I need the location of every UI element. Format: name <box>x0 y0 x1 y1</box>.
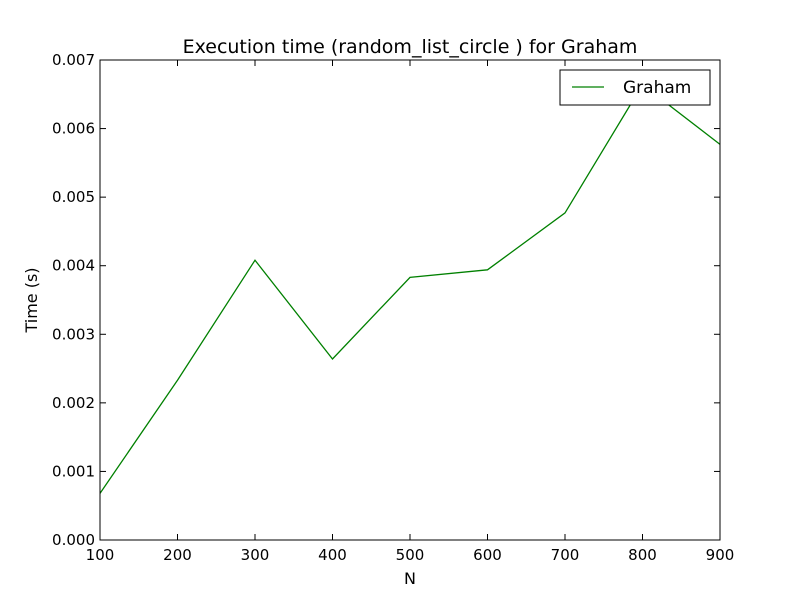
x-tick-label: 300 <box>241 546 270 564</box>
x-tick-label: 500 <box>396 546 425 564</box>
y-tick-label: 0.005 <box>52 188 95 206</box>
y-axis-label: Time (s) <box>22 267 41 333</box>
legend: Graham <box>559 69 711 106</box>
series-line-graham <box>99 83 721 494</box>
plot-frame <box>99 59 721 541</box>
x-tick-label: 100 <box>86 546 115 564</box>
x-tick-label: 200 <box>163 546 192 564</box>
y-tick-label: 0.001 <box>52 462 95 480</box>
chart-title: Execution time (random_list_circle ) for… <box>183 36 638 58</box>
plot-area: 100 200 300 400 500 600 700 800 900 0.000 0.001 0.0… <box>52 51 734 564</box>
x-tick-label: 900 <box>706 546 735 564</box>
x-tick-label: 600 <box>473 546 502 564</box>
y-tick-label: 0.007 <box>52 51 95 69</box>
y-tick-label: 0.004 <box>52 257 95 275</box>
y-tick-label: 0.006 <box>52 120 95 138</box>
legend-label: Graham <box>623 78 691 98</box>
y-tick-label: 0.002 <box>52 394 95 412</box>
x-tick-label: 700 <box>551 546 580 564</box>
y-tick-label: 0.000 <box>52 531 95 549</box>
x-tick-label: 400 <box>318 546 347 564</box>
y-tick-label: 0.003 <box>52 325 95 343</box>
x-tick-label: 800 <box>628 546 657 564</box>
x-axis-label: N <box>404 569 416 588</box>
